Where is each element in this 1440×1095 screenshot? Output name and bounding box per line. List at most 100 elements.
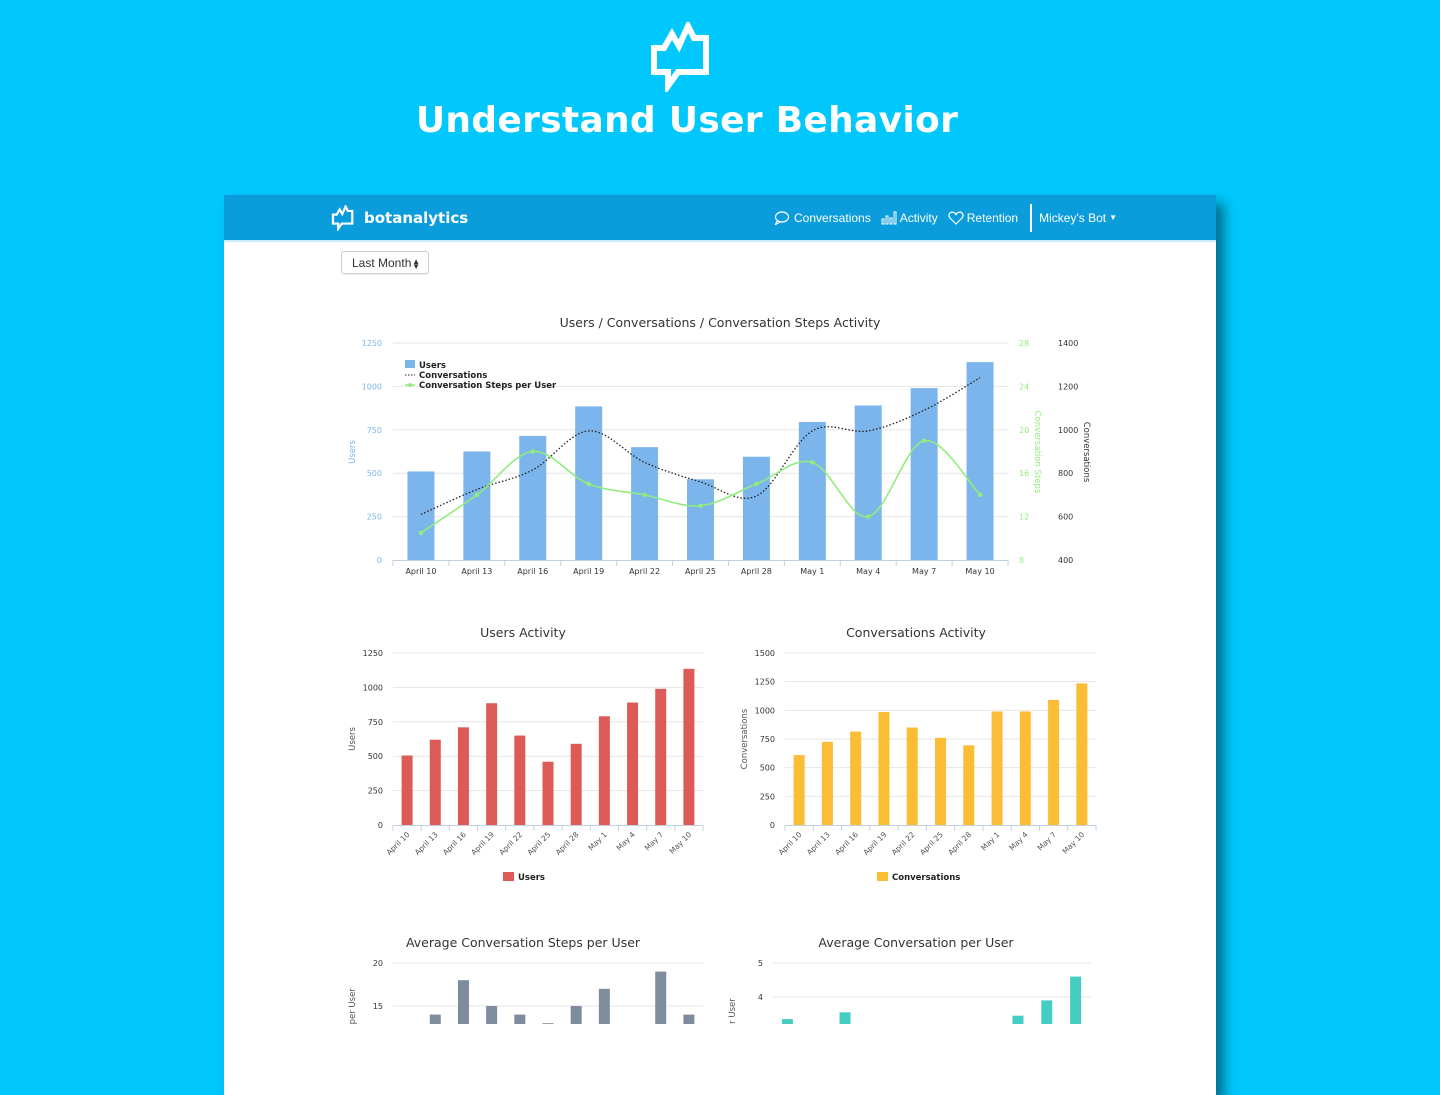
x-tick-label: April 22 — [629, 567, 660, 576]
steps-marker — [586, 481, 591, 487]
heart-icon — [948, 211, 964, 225]
conversations-x-tick-label: April 16 — [833, 830, 860, 857]
conversations-legend-swatch — [877, 872, 888, 881]
users-bar — [542, 761, 554, 825]
conversations-bar — [935, 737, 946, 825]
conversations-y-axis-title: Conversations — [740, 708, 750, 769]
conv-per-user-y-axis-title: Conversations per User — [728, 998, 738, 1024]
conversations-y-tick-label: 500 — [760, 764, 775, 773]
y-tick-label-users: 250 — [367, 513, 382, 522]
caret-down-icon: ▼ — [1109, 213, 1118, 222]
nav-retention[interactable]: Retention — [948, 211, 1018, 225]
x-tick-label: April 28 — [741, 567, 772, 576]
brand-logo[interactable]: botanalytics — [330, 205, 468, 231]
conversations-x-tick-label: April 22 — [890, 830, 917, 857]
conversations-y-tick-label: 1500 — [755, 649, 775, 658]
steps-marker — [418, 530, 424, 536]
users-bar — [486, 703, 498, 825]
nav-label: Conversations — [794, 210, 871, 225]
x-tick-label: May 7 — [912, 567, 936, 576]
steps-y-tick-label: 15 — [373, 1002, 383, 1011]
users-bar — [457, 727, 469, 825]
conv-per-user-bar — [781, 1019, 793, 1024]
x-tick-label: May 1 — [800, 567, 824, 576]
y-tick-label-steps: 20 — [1019, 426, 1029, 435]
users-bar — [429, 739, 441, 825]
date-range-value: Last Month — [352, 255, 412, 270]
dashboard-window: botanalytics Conversations Activity Rete… — [224, 195, 1216, 1095]
y-tick-label-steps: 12 — [1019, 513, 1029, 522]
users-x-tick-label: April 25 — [525, 830, 552, 857]
conv-per-user-bar — [1041, 1000, 1053, 1024]
users-bar — [570, 743, 582, 825]
steps-bar — [457, 980, 469, 1024]
conv-per-user-bar — [1070, 976, 1082, 1024]
steps-marker — [865, 514, 871, 519]
conversations-chart-title: Conversations Activity — [846, 625, 986, 640]
conversations-x-tick-label: April 28 — [946, 830, 973, 857]
y-axis-title-users: Users — [348, 440, 358, 464]
y-tick-label-users: 500 — [367, 469, 382, 478]
users-x-tick-label: May 7 — [643, 830, 666, 853]
legend-steps-marker — [408, 383, 412, 387]
conversations-x-tick-label: April 10 — [777, 830, 804, 857]
users-legend-swatch — [503, 872, 514, 881]
conversations-bar — [793, 755, 805, 825]
conversations-bar — [963, 745, 975, 825]
nav-conversations[interactable]: Conversations — [774, 211, 871, 225]
y-tick-label-conversations: 800 — [1058, 469, 1073, 478]
nav-activity[interactable]: Activity — [881, 211, 938, 225]
users-bar — [798, 421, 826, 560]
conversations-y-tick-label: 0 — [770, 821, 775, 830]
conv-per-user-bar — [839, 1012, 851, 1024]
charts-layer: Users / Conversations / Conversation Ste… — [348, 315, 1097, 1024]
conversations-y-tick-label: 250 — [760, 792, 775, 801]
users-bar — [655, 688, 667, 825]
bot-name: Mickey's Bot — [1039, 210, 1107, 225]
conv-per-user-y-tick-label: 5 — [758, 959, 763, 968]
steps-bar — [429, 1014, 441, 1024]
conversations-y-tick-label: 750 — [760, 735, 775, 744]
users-x-tick-label: April 16 — [441, 830, 468, 857]
users-x-tick-label: April 10 — [385, 830, 412, 857]
steps-bar — [514, 1014, 526, 1024]
y-axis-title-conversations: Conversations — [1081, 422, 1091, 483]
x-tick-label: April 10 — [405, 567, 436, 576]
steps-chart-title: Average Conversation Steps per User — [406, 935, 641, 950]
users-x-tick-label: April 13 — [413, 830, 440, 857]
bot-selector-dropdown[interactable]: Mickey's Bot ▼ — [1039, 211, 1117, 225]
date-range-select[interactable]: Last Month ▲ ▼ — [341, 251, 429, 274]
conversations-x-tick-label: May 7 — [1036, 830, 1059, 853]
legend-users-swatch — [405, 360, 415, 368]
conversations-y-tick-label: 1250 — [755, 678, 775, 687]
users-bar — [742, 456, 770, 560]
select-arrows-icon: ▲ ▼ — [412, 257, 420, 271]
conv-per-user-bar — [1012, 1015, 1024, 1024]
steps-line — [420, 439, 981, 534]
users-legend-label: Users — [518, 873, 545, 883]
x-tick-label: April 19 — [573, 567, 604, 576]
nav-label: Retention — [966, 210, 1019, 225]
users-bar — [910, 388, 938, 560]
y-tick-label-conversations: 400 — [1058, 556, 1073, 565]
users-bar — [514, 735, 526, 825]
users-y-tick-label: 250 — [368, 787, 383, 796]
main-nav: Conversations Activity Retention Mickey'… — [774, 195, 1117, 240]
legend-users: Users — [419, 361, 446, 371]
users-bar — [401, 755, 413, 825]
conversations-x-tick-label: May 4 — [1007, 830, 1030, 853]
legend-conversations: Conversations — [419, 371, 487, 381]
users-bar — [683, 668, 695, 825]
y-tick-label-users: 750 — [367, 426, 382, 435]
steps-y-axis-title: Conversation Steps per User — [348, 988, 358, 1024]
users-bar — [687, 479, 714, 560]
x-tick-label: April 13 — [461, 567, 492, 576]
conversations-bar — [1076, 683, 1088, 825]
y-tick-label-steps: 8 — [1019, 556, 1024, 565]
users-y-tick-label: 1250 — [363, 649, 383, 658]
users-bar — [854, 405, 882, 560]
bar-chart-icon — [881, 211, 897, 224]
conversations-bar — [1019, 711, 1031, 825]
users-bar — [463, 451, 491, 560]
hero-title: Understand User Behavior — [415, 100, 959, 141]
